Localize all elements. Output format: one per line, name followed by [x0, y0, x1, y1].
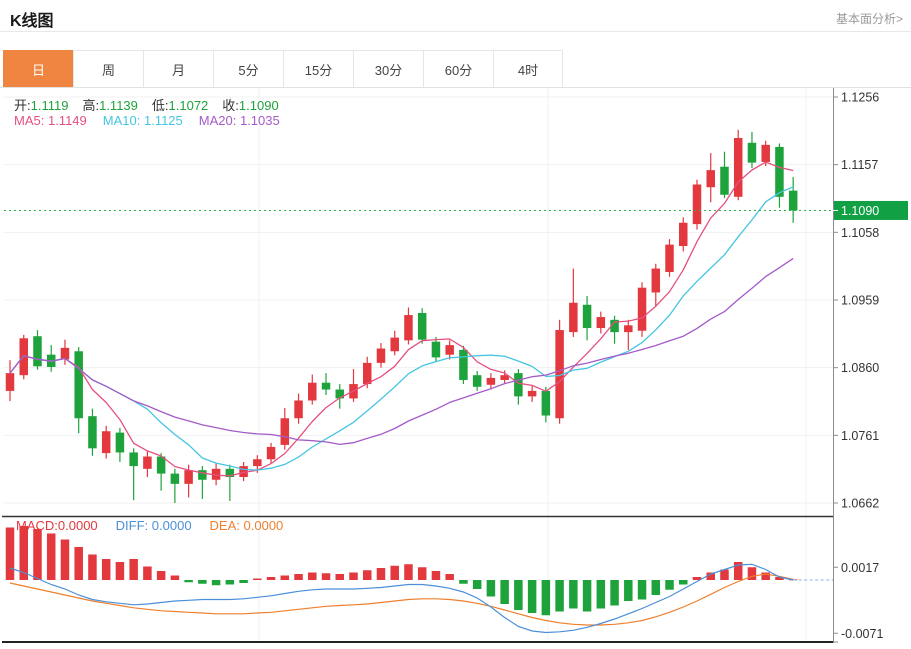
svg-text:1.1058: 1.1058: [841, 226, 879, 240]
svg-text:1.0860: 1.0860: [841, 361, 879, 375]
ma20-value: 1.1035: [239, 113, 280, 128]
tab-30min[interactable]: 30分: [353, 50, 423, 87]
ma20-line: [9, 257, 794, 446]
tab-60min[interactable]: 60分: [423, 50, 493, 87]
svg-text:-0.0071: -0.0071: [841, 627, 883, 641]
macd-readout: MACD:0.0000 DIFF: 0.0000 DEA: 0.0000: [16, 518, 283, 533]
current-price-tag: 1.1090: [833, 200, 908, 220]
low-value: 1.1072: [168, 98, 209, 113]
close-label: 收:: [222, 98, 239, 113]
svg-text:1.0959: 1.0959: [841, 293, 879, 307]
ma20-label: MA20:: [198, 113, 237, 128]
close-value: 1.1090: [238, 98, 279, 113]
kline-chart[interactable]: 1.1256 1.1157 1.1058 1.0959 1.0860 1.0761 1.06…: [0, 88, 911, 649]
ma10-value: 1.1125: [143, 113, 183, 128]
price-axis-labels: 1.1256 1.1157 1.1058 1.0959 1.0860 1.0761 1.06…: [833, 91, 879, 510]
dea-line: [9, 573, 794, 626]
high-value: 1.1139: [99, 98, 138, 113]
high-label: 高:: [82, 98, 100, 113]
macd-layer: [5, 526, 833, 634]
macd-value: 0.0000: [57, 518, 98, 533]
macd-label: MACD:: [16, 518, 58, 533]
ma-readout: MA5: 1.1149 MA10: 1.1125 MA20: 1.1035: [14, 113, 280, 128]
ma5-value: 1.1149: [47, 113, 87, 128]
tab-15min[interactable]: 15分: [283, 50, 353, 87]
svg-text:1.0662: 1.0662: [841, 496, 879, 510]
svg-text:0.0017: 0.0017: [841, 561, 879, 575]
svg-text:1.1090: 1.1090: [841, 204, 879, 218]
tab-5min[interactable]: 5分: [213, 50, 283, 87]
ma10-line: [9, 186, 794, 471]
tab-month[interactable]: 月: [143, 50, 213, 87]
tab-day[interactable]: 日: [3, 50, 73, 87]
diff-value: 0.0000: [151, 518, 192, 533]
ma5-label: MA5:: [14, 113, 45, 128]
open-value: 1.1119: [30, 98, 69, 113]
diff-line: [9, 563, 794, 634]
ma10-label: MA10:: [102, 113, 141, 128]
timeframe-tabs: 日周月 5分 15分 30分 60分 4时: [0, 50, 911, 88]
svg-text:1.1256: 1.1256: [841, 91, 879, 105]
tab-4hour[interactable]: 4时: [493, 50, 563, 87]
candles-layer: [5, 129, 798, 503]
tab-week[interactable]: 周: [73, 50, 143, 87]
open-label: 开:: [14, 98, 31, 113]
svg-text:1.0761: 1.0761: [841, 429, 879, 443]
diff-label: DIFF:: [115, 518, 149, 533]
widget-header: K线图 基本面分析>: [0, 0, 911, 32]
dea-label: DEA:: [209, 518, 240, 533]
dea-value: 0.0000: [243, 518, 284, 533]
ma5-line: [9, 161, 794, 477]
ohlc-readout: 开:1.1119 高:1.1139 低:1.1072 收:1.1090: [14, 95, 293, 114]
macd-axis-labels: 0.0017 -0.0071: [833, 561, 883, 643]
low-label: 低:: [151, 98, 169, 113]
svg-text:1.1157: 1.1157: [841, 158, 878, 172]
fundamental-analysis-link[interactable]: 基本面分析>: [835, 12, 903, 26]
page-title: K线图: [10, 13, 54, 30]
